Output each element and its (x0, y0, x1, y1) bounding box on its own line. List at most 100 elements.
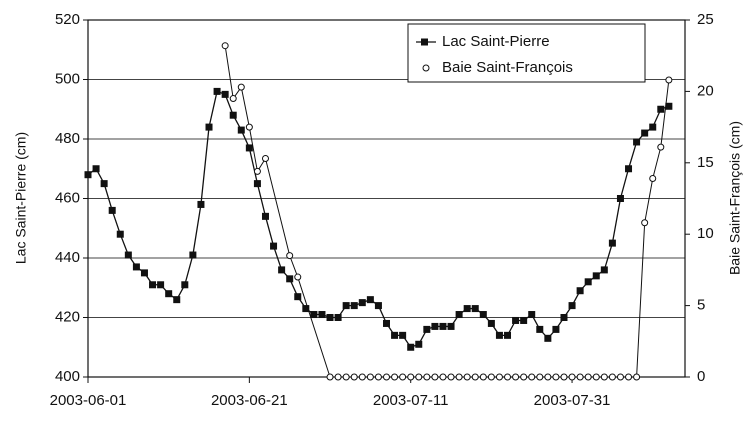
y-tick-label: 420 (55, 308, 80, 325)
marker (463, 305, 471, 313)
marker (544, 373, 552, 381)
marker (608, 373, 616, 381)
y2-axis-label: Baie Saint-François (cm) (727, 121, 743, 275)
marker (229, 111, 237, 119)
y-tick-label: 480 (55, 130, 80, 147)
marker (334, 314, 342, 321)
marker (383, 373, 390, 381)
marker (504, 331, 512, 339)
marker (181, 281, 189, 289)
marker (439, 322, 447, 330)
marker (592, 272, 600, 280)
marker (84, 171, 92, 179)
marker (318, 311, 326, 319)
marker (665, 102, 673, 110)
marker (471, 373, 479, 381)
marker (504, 373, 512, 381)
y-axis-label: Lac Saint-Pierre (cm) (13, 132, 29, 264)
marker (286, 275, 294, 283)
marker (568, 302, 576, 310)
marker (391, 373, 399, 381)
marker (633, 138, 641, 146)
marker (245, 123, 253, 131)
marker (625, 373, 633, 381)
marker (536, 325, 544, 333)
marker (100, 180, 108, 188)
marker (423, 373, 431, 381)
marker (447, 322, 455, 330)
marker (600, 373, 608, 381)
marker (391, 331, 399, 339)
marker (423, 325, 431, 333)
marker (439, 373, 447, 381)
marker (584, 278, 592, 286)
x-tick-label: 2003-06-21 (211, 392, 288, 409)
marker (294, 293, 302, 301)
marker (576, 373, 584, 381)
marker (173, 296, 181, 304)
marker (479, 373, 487, 381)
marker (205, 123, 213, 131)
marker (431, 322, 439, 330)
marker (415, 373, 423, 381)
marker (560, 373, 568, 381)
marker (342, 373, 350, 381)
y2-tick-label: 5 (697, 297, 705, 314)
marker (326, 373, 334, 381)
marker (334, 373, 342, 381)
marker (616, 195, 624, 202)
marker (326, 314, 334, 321)
marker (358, 373, 366, 381)
x-tick-label: 2003-07-31 (534, 392, 611, 409)
marker (455, 311, 463, 319)
series-line (224, 45, 670, 378)
marker (512, 316, 520, 324)
marker (270, 242, 278, 250)
marker (399, 373, 407, 381)
y-tick-label: 460 (55, 189, 80, 206)
marker (520, 316, 528, 324)
legend-marker (421, 38, 428, 46)
marker (407, 373, 415, 381)
y2-tick-label: 25 (697, 11, 714, 28)
marker (641, 219, 649, 227)
marker (616, 373, 624, 381)
marker (253, 167, 261, 175)
y-tick-label: 520 (55, 11, 80, 28)
marker (552, 325, 560, 333)
marker (189, 251, 197, 259)
marker (237, 126, 245, 134)
marker (649, 123, 657, 131)
marker (213, 87, 221, 95)
marker (552, 373, 560, 381)
marker (374, 302, 382, 310)
marker (495, 373, 503, 381)
marker (221, 42, 229, 50)
legend-label: Baie Saint-François (442, 59, 573, 76)
marker (116, 230, 124, 238)
marker (108, 206, 116, 214)
marker (641, 129, 649, 137)
marker (512, 373, 520, 381)
y-tick-label: 440 (55, 249, 80, 266)
y2-tick-label: 15 (697, 154, 714, 171)
marker (568, 373, 576, 381)
marker (592, 373, 600, 381)
marker (132, 263, 140, 271)
marker (294, 273, 302, 281)
marker (358, 299, 366, 307)
marker (229, 95, 237, 103)
marker (487, 319, 495, 327)
marker (560, 314, 568, 321)
marker (302, 305, 310, 313)
marker (383, 319, 390, 327)
marker (495, 331, 503, 339)
marker (237, 83, 245, 91)
marker (431, 373, 439, 381)
marker (447, 373, 455, 381)
marker (92, 165, 100, 173)
marker (197, 200, 205, 208)
marker (649, 175, 657, 183)
legend-box (407, 23, 646, 83)
